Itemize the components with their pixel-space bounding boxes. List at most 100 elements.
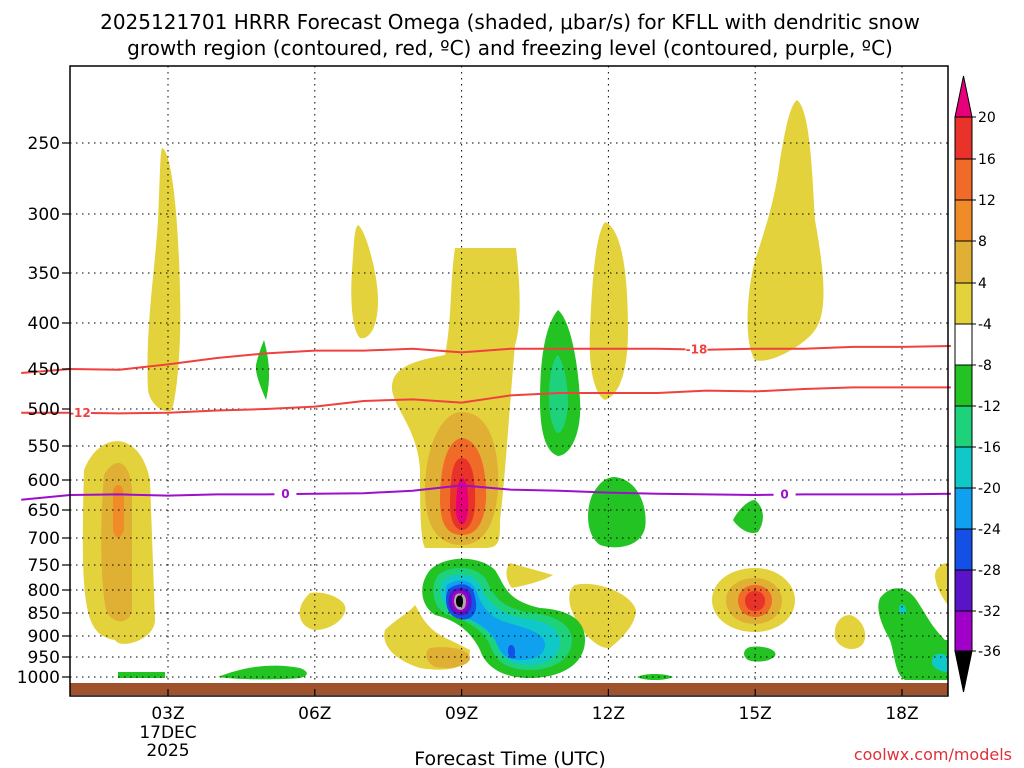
omega-area-neg12-right bbox=[932, 653, 948, 672]
omega-area-4-17z-low bbox=[834, 615, 866, 650]
plot-frame bbox=[69, 65, 949, 697]
y-tick-label-250: 250 bbox=[28, 134, 60, 154]
contour-label-bg--12-0 bbox=[68, 405, 91, 420]
y-axis-pressure-ticks: 250 300 350 400 450 500 550 600 650 700 750 800 850 9… bbox=[17, 134, 70, 688]
y-tick-label-850: 850 bbox=[28, 604, 60, 624]
y-tick-label-350: 350 bbox=[28, 264, 60, 284]
y-tick-label-1000: 1000 bbox=[17, 668, 60, 688]
y-tick-label-750: 750 bbox=[28, 556, 60, 576]
colorbar-label-13: -36 bbox=[978, 644, 1001, 660]
colorbar-label-0: 20 bbox=[978, 110, 996, 126]
colorbar: 20 16 12 8 4 -4 -8 -12 -16 -20 -24 -28 -32 -36 bbox=[954, 75, 1001, 693]
colorbar-label-2: 12 bbox=[978, 193, 996, 209]
omega-shading bbox=[82, 100, 948, 680]
x-axis-label: Forecast Time (UTC) bbox=[414, 748, 605, 768]
y-tick-label-500: 500 bbox=[28, 400, 60, 420]
colorbar-label-11: -28 bbox=[978, 563, 1001, 579]
contour-line--18 bbox=[21, 345, 951, 374]
omega-area-neg24-10z-low bbox=[508, 645, 515, 659]
y-tick-label-300: 300 bbox=[28, 205, 60, 225]
contour-label-bg-0-0 bbox=[274, 487, 297, 502]
omega-area-neg8-15z-low bbox=[744, 646, 776, 662]
y-tick-label-600: 600 bbox=[28, 471, 60, 491]
colorbar-swatch-2 bbox=[954, 199, 973, 242]
omega-area-neg12-18z bbox=[899, 604, 907, 615]
colorbar-label-4: 4 bbox=[978, 276, 987, 292]
contour-label--18-0: -18 bbox=[686, 342, 708, 356]
contour-label-0-0: 0 bbox=[281, 487, 289, 501]
y-tick-label-400: 400 bbox=[28, 314, 60, 334]
colorbar-swatch-9 bbox=[954, 487, 973, 530]
x-tick-label-12: 12Z bbox=[592, 704, 625, 724]
x-tick-label-15: 15Z bbox=[739, 704, 772, 724]
x-tick-label-3: 03Z bbox=[151, 704, 184, 724]
y-tick-label-550: 550 bbox=[28, 437, 60, 457]
omega-area-4-12z-low bbox=[569, 583, 636, 649]
colorbar-swatch-8 bbox=[954, 446, 973, 489]
colorbar-swatch-7 bbox=[954, 405, 973, 448]
omega-area-4-10z-mid bbox=[506, 563, 553, 588]
y-tick-label-900: 900 bbox=[28, 627, 60, 647]
omega-area-4-12z bbox=[589, 222, 628, 400]
omega-area-neg8-12z-mid bbox=[588, 477, 646, 548]
colorbar-top-triangle bbox=[954, 75, 973, 118]
omega-area-8-08z-low bbox=[426, 647, 470, 668]
colorbar-swatch-1 bbox=[954, 158, 973, 201]
omega-area-4-right-edge bbox=[935, 563, 948, 605]
colorbar-bottom-triangle bbox=[954, 650, 973, 693]
omega-area-4-16z bbox=[747, 100, 824, 361]
x-tick-label-9: 09Z bbox=[445, 704, 478, 724]
contour-label-bg--18-0 bbox=[685, 342, 708, 357]
x-tick-label-6: 06Z bbox=[298, 704, 331, 724]
y-tick-label-800: 800 bbox=[28, 581, 60, 601]
colorbar-label-5: -4 bbox=[978, 317, 992, 333]
omega-area-neg8-05z bbox=[255, 340, 270, 400]
contour-line--12 bbox=[21, 386, 951, 415]
x-tick-year-label: 2025 bbox=[146, 741, 189, 761]
omega-area-neg8-18z bbox=[878, 588, 948, 680]
omega-area-4-03z-upper bbox=[147, 148, 181, 412]
omega-area-neg8-15z-mid bbox=[733, 500, 763, 534]
x-tick-date-label: 17DEC bbox=[139, 723, 196, 743]
omega-area-neg8-13z-bottom bbox=[637, 674, 673, 680]
colorbar-swatch-5 bbox=[954, 323, 973, 366]
colorbar-swatch-4 bbox=[954, 282, 973, 325]
colorbar-label-8: -16 bbox=[978, 440, 1001, 456]
grid-lines bbox=[70, 66, 948, 683]
omega-area-12-left bbox=[113, 484, 124, 538]
colorbar-swatch-6 bbox=[954, 364, 973, 407]
colorbar-swatch-11 bbox=[954, 569, 973, 612]
omega-area-4-06z-low bbox=[299, 592, 346, 630]
y-tick-label-450: 450 bbox=[28, 360, 60, 380]
colorbar-swatch-10 bbox=[954, 528, 973, 571]
contour-line-0 bbox=[21, 484, 951, 501]
colorbar-swatch-0 bbox=[954, 116, 973, 160]
y-tick-label-650: 650 bbox=[28, 501, 60, 521]
chart-title-line2: growth region (contoured, red, ºC) and f… bbox=[127, 36, 893, 60]
temperature-contours: -18 -12 0 0 bbox=[21, 342, 951, 502]
colorbar-swatch-3 bbox=[954, 240, 973, 284]
ground-surface bbox=[70, 683, 948, 695]
contour-label-bg-0-1 bbox=[773, 487, 796, 502]
colorbar-label-12: -32 bbox=[978, 604, 1001, 620]
omega-area-neg8-05z-bottom bbox=[218, 665, 307, 680]
omega-area-min-09z-low bbox=[456, 595, 463, 607]
omega-area-20-09z bbox=[456, 478, 469, 524]
omega-area-8-left bbox=[101, 463, 132, 622]
colorbar-label-9: -20 bbox=[978, 481, 1001, 497]
x-tick-label-18: 18Z bbox=[885, 704, 918, 724]
omega-area-neg8-02z-bottom bbox=[118, 672, 165, 678]
chart-title-line1: 2025121701 HRRR Forecast Omega (shaded, … bbox=[100, 10, 920, 34]
y-tick-label-700: 700 bbox=[28, 529, 60, 549]
y-tick-label-950: 950 bbox=[28, 648, 60, 668]
credit-text: coolwx.com/models bbox=[854, 745, 1012, 764]
colorbar-label-7: -12 bbox=[978, 399, 1001, 415]
contour-label--12-0: -12 bbox=[69, 406, 91, 420]
colorbar-label-10: -24 bbox=[978, 522, 1001, 538]
omega-area-4-07z bbox=[351, 225, 378, 339]
colorbar-label-6: -8 bbox=[978, 358, 992, 374]
colorbar-label-3: 8 bbox=[978, 234, 987, 250]
colorbar-label-1: 16 bbox=[978, 152, 996, 168]
